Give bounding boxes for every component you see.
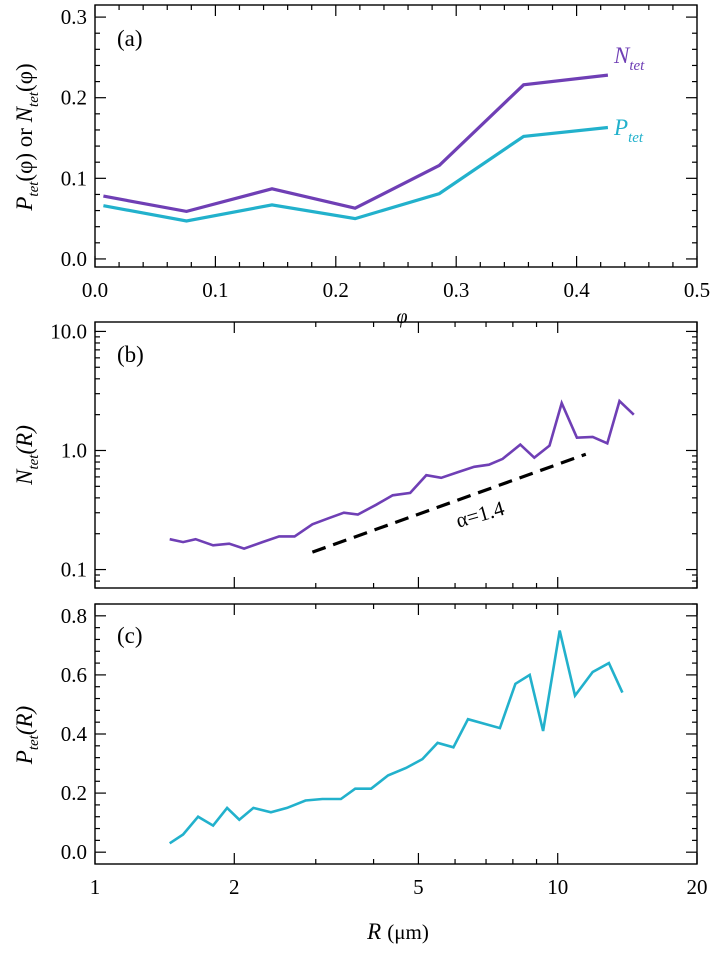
series-line-1-0 bbox=[169, 398, 635, 550]
y-tick-label: 1.0 bbox=[61, 438, 87, 462]
panel-c-ticks: 1 2 5 10 20 0.0 0.2 0.4 0.6 0.8 bbox=[61, 603, 708, 899]
y-tick-label: 0.4 bbox=[61, 722, 88, 746]
panel-a-ylabel: Ptet(φ) or Ntet(φ) bbox=[12, 63, 42, 211]
x-tick-label: 5 bbox=[413, 875, 424, 899]
y-tick-label: 0.3 bbox=[61, 5, 87, 29]
panel-c-ylabel: Ptet(R) bbox=[12, 706, 42, 765]
panel-a-xlabel: φ bbox=[396, 306, 407, 328]
y-tick-label: 0.6 bbox=[61, 663, 87, 687]
x-tick-label: 0.4 bbox=[563, 278, 590, 302]
x-tick-label: 2 bbox=[229, 875, 240, 899]
panel-b-frame bbox=[94, 321, 698, 589]
panel-b-ylabel: Ntet(R) bbox=[12, 425, 42, 486]
panel-a: 0.0 0.1 0.2 0.3 0.4 0.50.00.10.20.3 (a) Ntet … bbox=[12, 4, 710, 328]
panel-a-label: (a) bbox=[117, 26, 143, 51]
panel-a-frame bbox=[94, 4, 698, 268]
fit-label: α=1.4 bbox=[453, 496, 507, 533]
y-tick-label: 0.1 bbox=[61, 166, 87, 190]
y-tick-label: 0.1 bbox=[61, 558, 87, 582]
x-tick-label: 1 bbox=[90, 875, 101, 899]
panel-a-series bbox=[103, 73, 609, 223]
series-line-0-0 bbox=[103, 73, 609, 214]
y-tick-label: 10.0 bbox=[50, 319, 87, 343]
x-tick-label: 0.3 bbox=[443, 278, 469, 302]
y-tick-label: 0.8 bbox=[61, 604, 87, 628]
panel-c: 1 2 5 10 20 0.0 0.2 0.4 0.6 0.8 (c) Ptet(R) R (μm) bbox=[12, 603, 708, 944]
series-line-0-1 bbox=[103, 125, 609, 223]
series-label-ntet: Ntet bbox=[613, 43, 645, 74]
x-tick-label: 0.5 bbox=[684, 278, 710, 302]
fit-line bbox=[311, 452, 587, 554]
x-tick-label: 10 bbox=[547, 875, 568, 899]
x-tick-label: 0.2 bbox=[323, 278, 349, 302]
panel-c-label: (c) bbox=[117, 623, 143, 648]
series-line-2-0 bbox=[168, 630, 624, 845]
panel-b-series bbox=[169, 398, 635, 554]
panel-a-ticks: 0.0 0.1 0.2 0.3 0.4 0.5 0.0 0.1 0.2 0.3 bbox=[61, 5, 710, 302]
panel-c-series bbox=[168, 630, 624, 845]
y-tick-label: 0.2 bbox=[61, 781, 87, 805]
x-tick-label: 20 bbox=[687, 875, 708, 899]
y-tick-label: 0.0 bbox=[61, 840, 87, 864]
panel-c-xlabel: R (μm) bbox=[366, 919, 429, 944]
panel-c-frame bbox=[94, 603, 698, 865]
y-tick-label: 0.2 bbox=[61, 86, 87, 110]
panel-b-ticks: 0.1 1.0 10.0 bbox=[50, 319, 698, 589]
series-label-ptet: Ptet bbox=[613, 115, 644, 146]
panel-b-label: (b) bbox=[117, 342, 144, 367]
x-tick-label: 0.0 bbox=[82, 278, 108, 302]
panel-b: 0.1 1.0 10.0 (b) Ntet(R) α=1.4 bbox=[12, 319, 698, 589]
y-tick-label: 0.0 bbox=[61, 247, 87, 271]
x-tick-label: 0.1 bbox=[202, 278, 228, 302]
